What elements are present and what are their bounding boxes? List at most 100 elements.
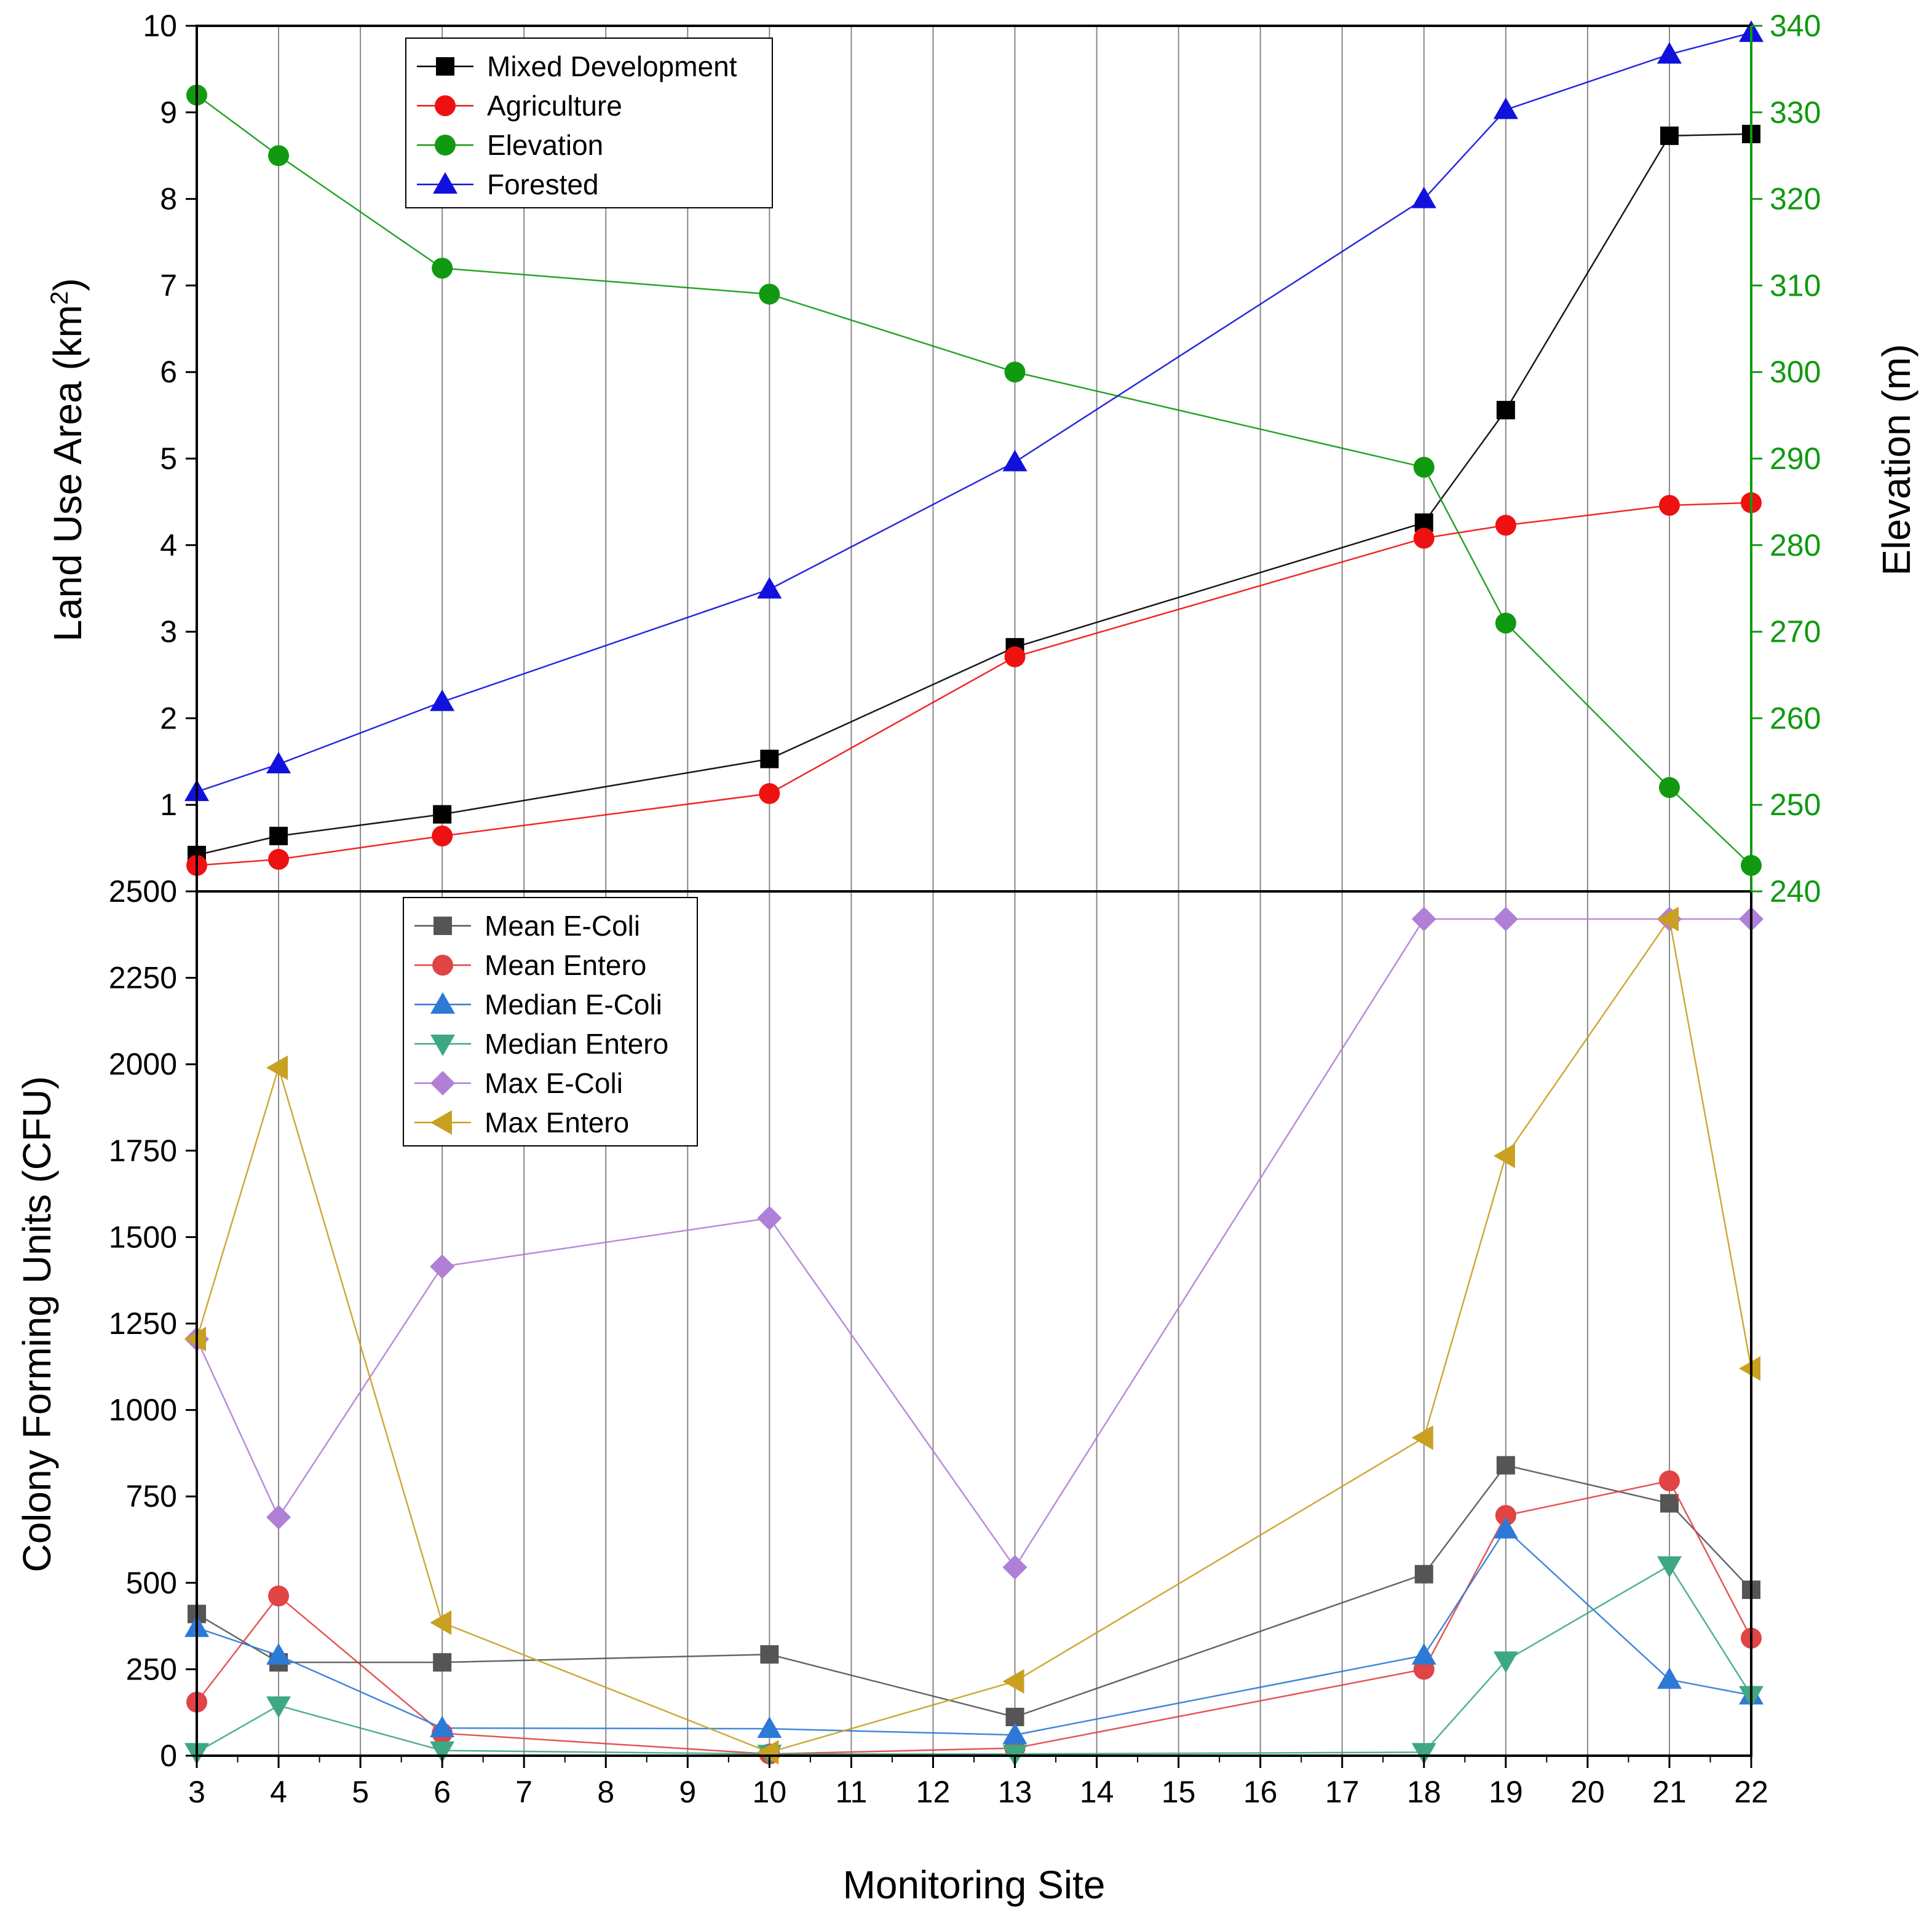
top-panel-series [184,20,1764,876]
point-forested-site-6 [430,689,455,711]
top-y-tick-label-10: 10 [143,9,177,43]
bottom-y-tick-label-1500: 1500 [109,1220,177,1254]
legend-label-median-entero: Median Entero [485,1028,668,1060]
legend-marker-agriculture [435,95,456,116]
bottom-y-tick-label-250: 250 [126,1652,177,1686]
top-y2-tick-label-320: 320 [1770,182,1821,216]
point-mixed-development-site-21 [1660,126,1679,145]
point-median-e-coli-site-19 [1493,1517,1518,1539]
x-tick-label-16: 16 [1243,1775,1278,1809]
legend-marker-forested [433,172,457,194]
point-forested-site-19 [1493,97,1518,119]
legend-marker-median-e-coli [430,992,455,1014]
point-median-e-coli-site-4 [266,1643,291,1665]
point-mixed-development-site-6 [433,805,452,824]
point-max-entero-site-18 [1411,1425,1433,1450]
point-agriculture-site-18 [1413,527,1435,549]
top-y2-tick-label-340: 340 [1770,9,1821,43]
top-y-tick-label-3: 3 [160,615,177,649]
legend-marker-median-entero [430,1035,455,1056]
point-forested-site-13 [1002,449,1027,472]
point-mean-entero-site-19 [1495,1505,1516,1526]
point-median-e-coli-site-13 [1002,1723,1027,1745]
bottom-y-tick-label-2250: 2250 [109,961,177,995]
point-mixed-development-site-10 [760,749,779,768]
point-max-entero-site-13 [1002,1669,1024,1694]
point-forested-site-4 [266,752,291,774]
top-y2-tick-label-310: 310 [1770,268,1821,302]
top-y-tick-label-1: 1 [160,787,177,822]
bottom-y-tick-label-1250: 1250 [109,1306,177,1341]
point-agriculture-site-4 [268,848,290,870]
point-median-entero-site-4 [266,1696,291,1718]
point-max-entero-site-21 [1657,906,1679,931]
x-tick-label-13: 13 [998,1775,1032,1809]
top-y2-tick-label-300: 300 [1770,355,1821,389]
point-elevation-site-21 [1658,777,1680,799]
series-median-e-coli [184,1517,1764,1745]
point-max-e-coli-site-13 [1002,1555,1027,1580]
point-elevation-site-4 [268,145,290,167]
top-y2-tick-label-260: 260 [1770,701,1821,735]
bottom-y-tick-label-1000: 1000 [109,1393,177,1427]
x-tick-label-8: 8 [597,1775,614,1809]
bottom-y-tick-label-750: 750 [126,1479,177,1513]
x-tick-label-21: 21 [1652,1775,1687,1809]
point-max-entero-site-3 [184,1327,206,1352]
bottom-y-tick-label-2000: 2000 [109,1047,177,1081]
point-forested-site-10 [757,577,782,599]
legend-label-max-entero: Max Entero [485,1107,629,1139]
top-y-tick-label-6: 6 [160,355,177,389]
legend-label-agriculture: Agriculture [487,90,622,122]
x-tick-label-11: 11 [835,1775,867,1809]
point-median-entero-site-21 [1657,1556,1682,1578]
legend-marker-max-entero [430,1110,452,1135]
point-max-entero-site-19 [1493,1143,1515,1169]
point-mean-e-coli-site-6 [433,1653,452,1672]
point-median-entero-site-6 [430,1741,455,1763]
legend-label-mean-entero: Mean Entero [485,949,646,981]
x-tick-label-9: 9 [679,1775,696,1809]
point-max-e-coli-site-6 [430,1254,455,1279]
x-axis-title: Monitoring Site [843,1863,1106,1907]
point-median-e-coli-site-21 [1657,1667,1682,1689]
top-y2-tick-label-280: 280 [1770,528,1821,562]
legend-label-mean-e-coli: Mean E-Coli [485,910,640,942]
series-agriculture [186,492,1762,876]
axes-ticks-and-labels: 3 4 5 6 7 8 9 10 11 12 13 14 15 16 17 18 19 20 21 221234567… [109,9,1821,1809]
point-agriculture-site-10 [759,783,780,804]
point-max-e-coli-site-4 [266,1504,291,1529]
x-tick-label-5: 5 [352,1775,369,1809]
x-tick-label-19: 19 [1489,1775,1523,1809]
legend-label-mixed-development: Mixed Development [487,50,737,82]
top-y-tick-label-9: 9 [160,95,177,130]
point-max-e-coli-site-10 [757,1206,782,1231]
top-y-tick-label-7: 7 [160,268,177,302]
x-tick-label-17: 17 [1325,1775,1360,1809]
legend-box [403,897,698,1146]
point-mixed-development-site-4 [269,826,288,845]
x-tick-label-15: 15 [1162,1775,1196,1809]
point-elevation-site-6 [432,258,453,279]
point-median-entero-site-19 [1493,1651,1518,1673]
top-y-tick-label-8: 8 [160,182,177,216]
point-agriculture-site-6 [432,825,453,847]
point-median-e-coli-site-6 [430,1716,455,1738]
point-max-entero-site-6 [430,1610,452,1635]
point-elevation-site-13 [1004,361,1026,383]
legend-label-forested: Forested [487,168,599,200]
legend-marker-mean-e-coli [434,917,452,935]
x-tick-label-6: 6 [434,1775,451,1809]
x-tick-label-20: 20 [1570,1775,1605,1809]
legend-label-elevation: Elevation [487,129,603,161]
x-tick-label-12: 12 [916,1775,951,1809]
top-y2-tick-label-290: 290 [1770,441,1821,476]
bottom-y-tick-label-2500: 2500 [109,874,177,909]
series-max-e-coli [184,906,1764,1580]
legend-marker-mixed-development [436,57,454,76]
top-y2-tick-label-270: 270 [1770,615,1821,649]
series-max-entero [184,906,1760,1765]
legend-label-median-e-coli: Median E-Coli [485,989,662,1020]
